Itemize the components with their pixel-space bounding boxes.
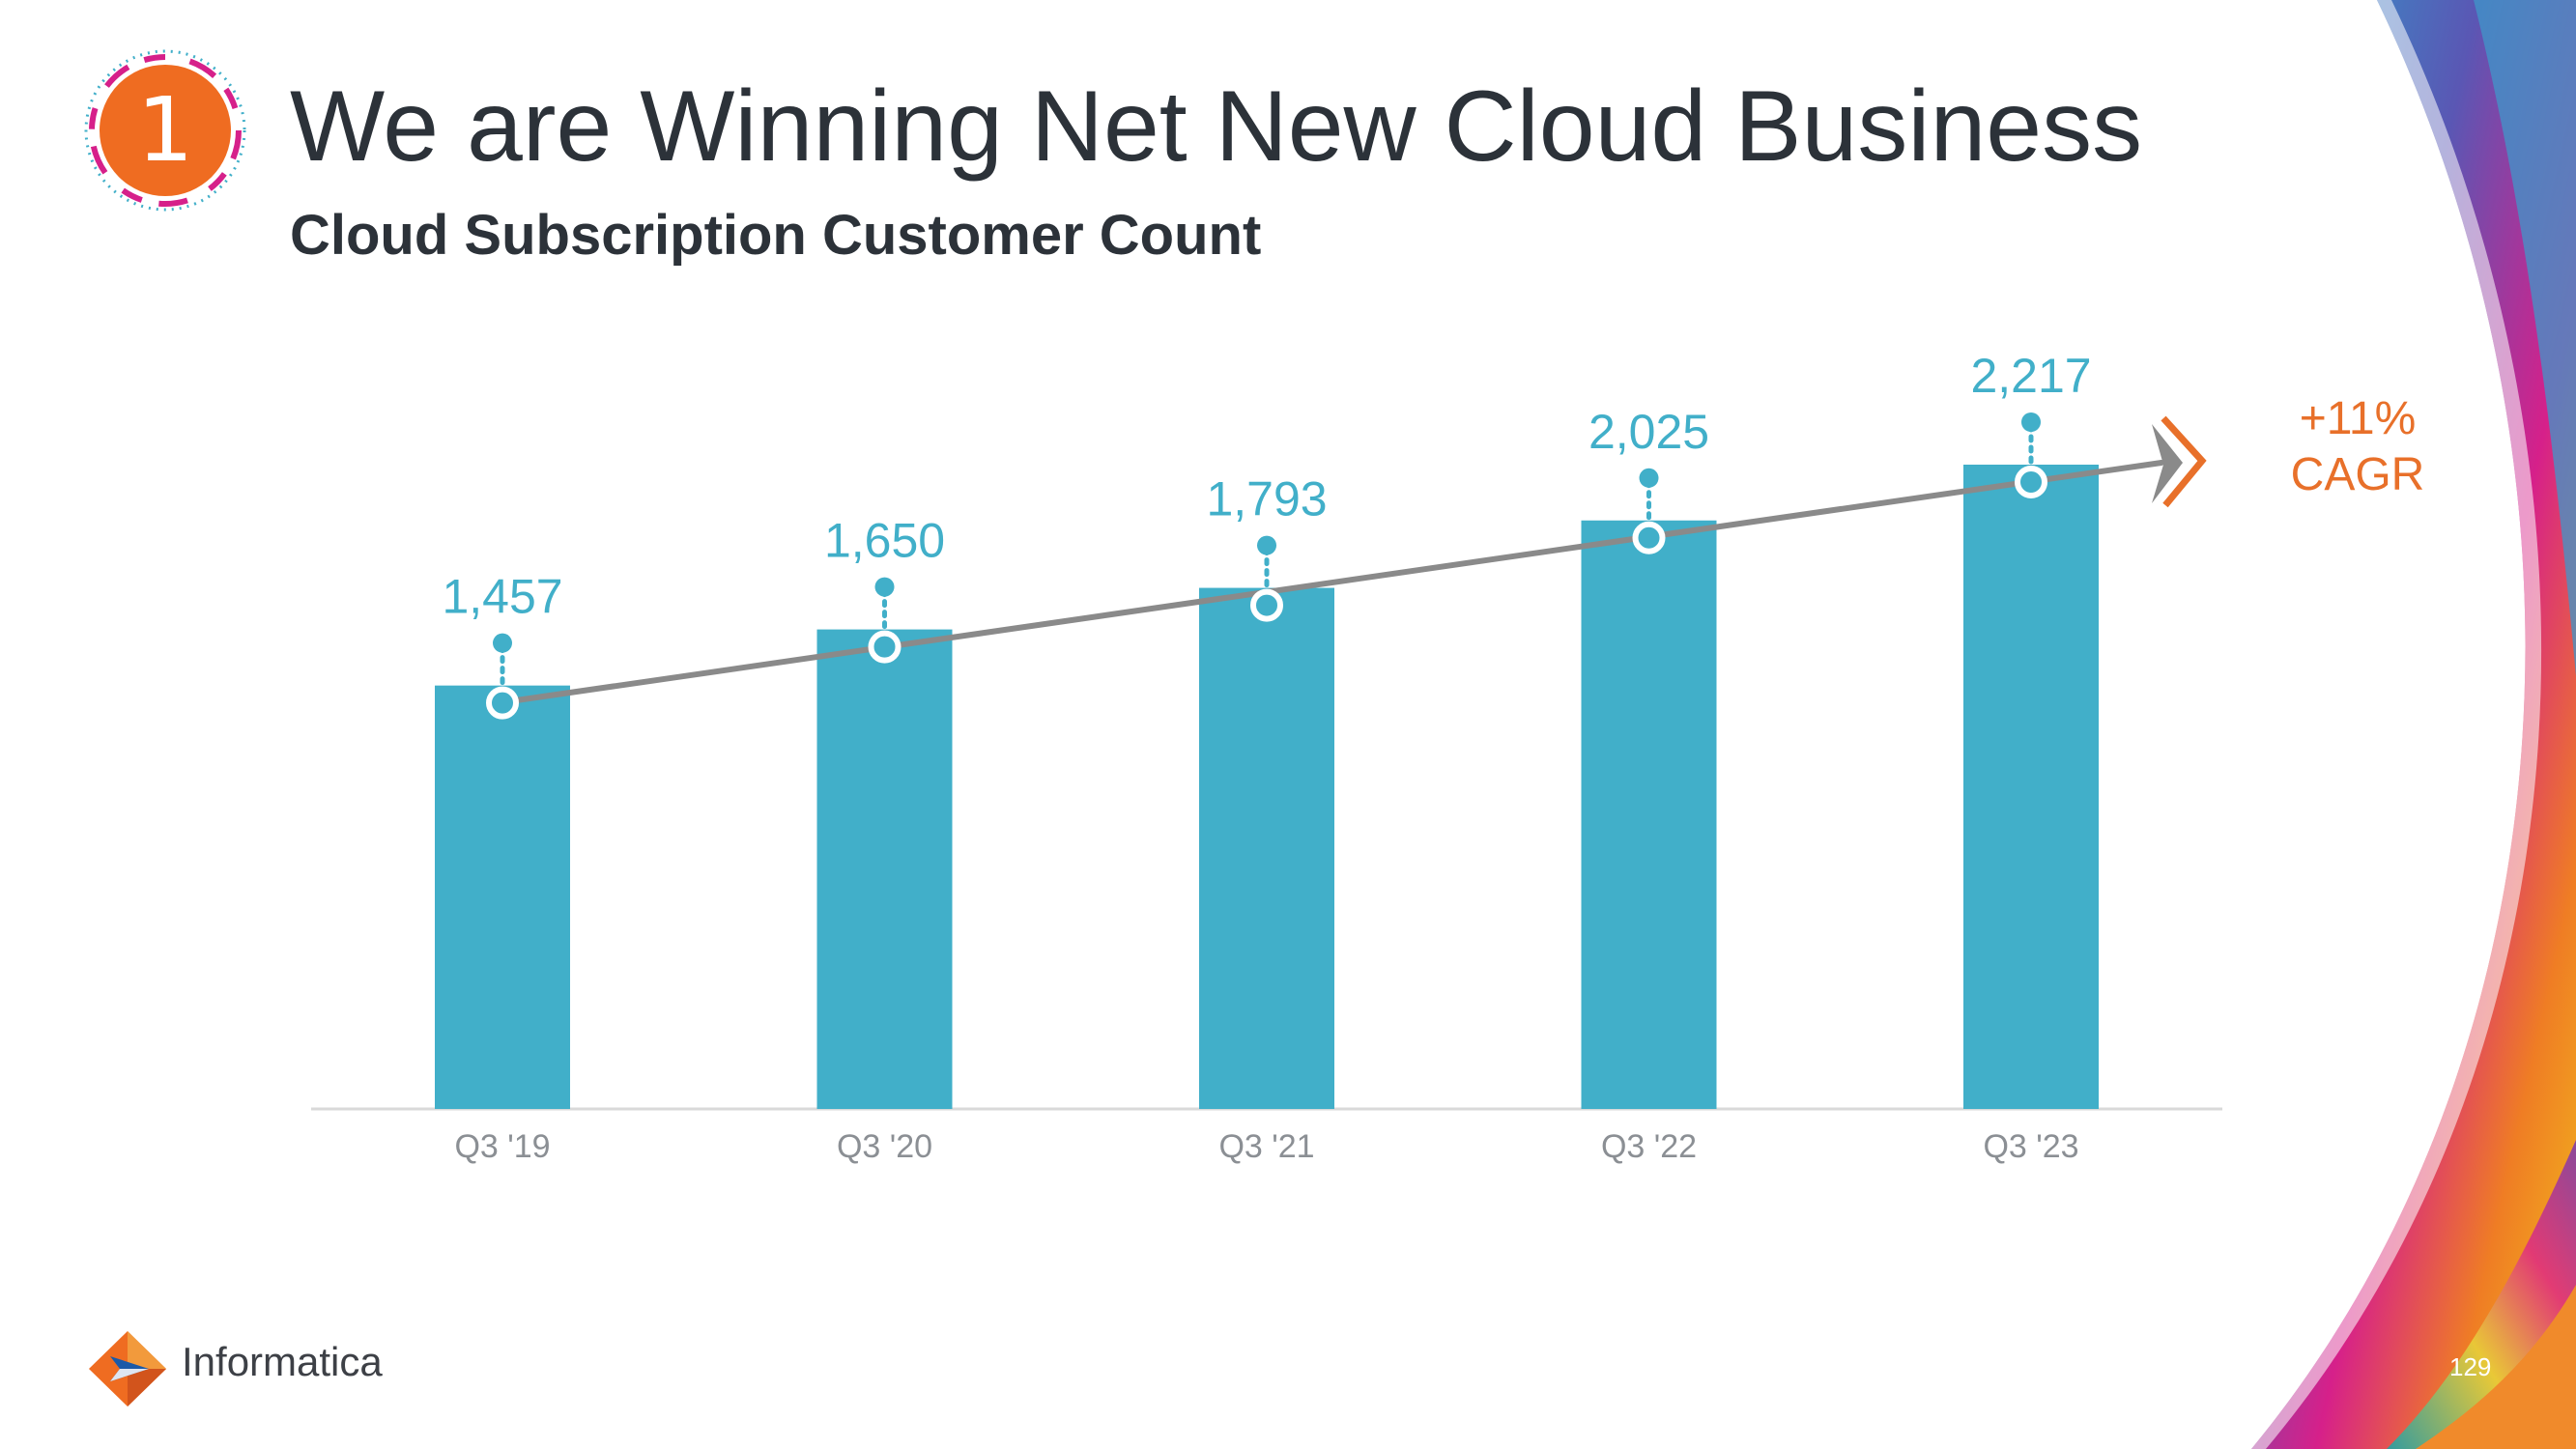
- trend-point: [486, 686, 519, 720]
- x-tick-label: Q3 '19: [454, 1128, 550, 1165]
- x-tick-label: Q3 '20: [837, 1128, 932, 1165]
- data-label: 1,793: [1206, 472, 1327, 526]
- cagr-growth: +11%: [2299, 393, 2417, 444]
- x-tick-label: Q3 '22: [1601, 1128, 1697, 1165]
- trend-arrow-icon: [2152, 424, 2183, 503]
- data-label: 2,025: [1589, 405, 1709, 459]
- cagr-annotation: +11% CAGR: [2261, 391, 2454, 503]
- page-title: We are Winning Net New Cloud Business: [290, 71, 2143, 183]
- bar: [1963, 465, 2099, 1109]
- section-badge: [84, 49, 246, 212]
- trend-point: [2015, 466, 2047, 498]
- value-pin: [874, 577, 895, 597]
- bar: [1581, 520, 1717, 1109]
- logo-wordmark: Informatica: [182, 1339, 383, 1384]
- value-pin: [2021, 412, 2041, 432]
- value-pin: [1257, 535, 1276, 555]
- bar: [1199, 587, 1334, 1109]
- trend-line: [509, 460, 2164, 704]
- x-tick-label: Q3 '23: [1983, 1128, 2078, 1165]
- badge-color-ring: [89, 54, 242, 207]
- trend-arrow-accent-icon: [2161, 415, 2207, 508]
- informatica-logo-icon: [89, 1331, 166, 1406]
- badge-circle: [100, 65, 231, 196]
- badge-number: 1: [136, 78, 194, 182]
- trend-point: [1632, 521, 1666, 554]
- cagr-label: CAGR: [2290, 449, 2425, 500]
- data-label: 1,650: [824, 514, 945, 568]
- value-pin: [1639, 468, 1659, 488]
- bar: [816, 629, 953, 1109]
- data-label: 2,217: [1970, 349, 2091, 403]
- data-label: 1,457: [442, 570, 562, 624]
- badge-dotted-ring: [84, 49, 246, 212]
- x-tick-label: Q3 '21: [1218, 1128, 1314, 1165]
- chart-title: Cloud Subscription Customer Count: [290, 204, 1262, 267]
- trend-point: [1250, 588, 1283, 622]
- page-number: 129: [2449, 1352, 2492, 1381]
- trend-point: [868, 630, 902, 664]
- value-pin: [493, 633, 512, 653]
- bar: [435, 685, 570, 1109]
